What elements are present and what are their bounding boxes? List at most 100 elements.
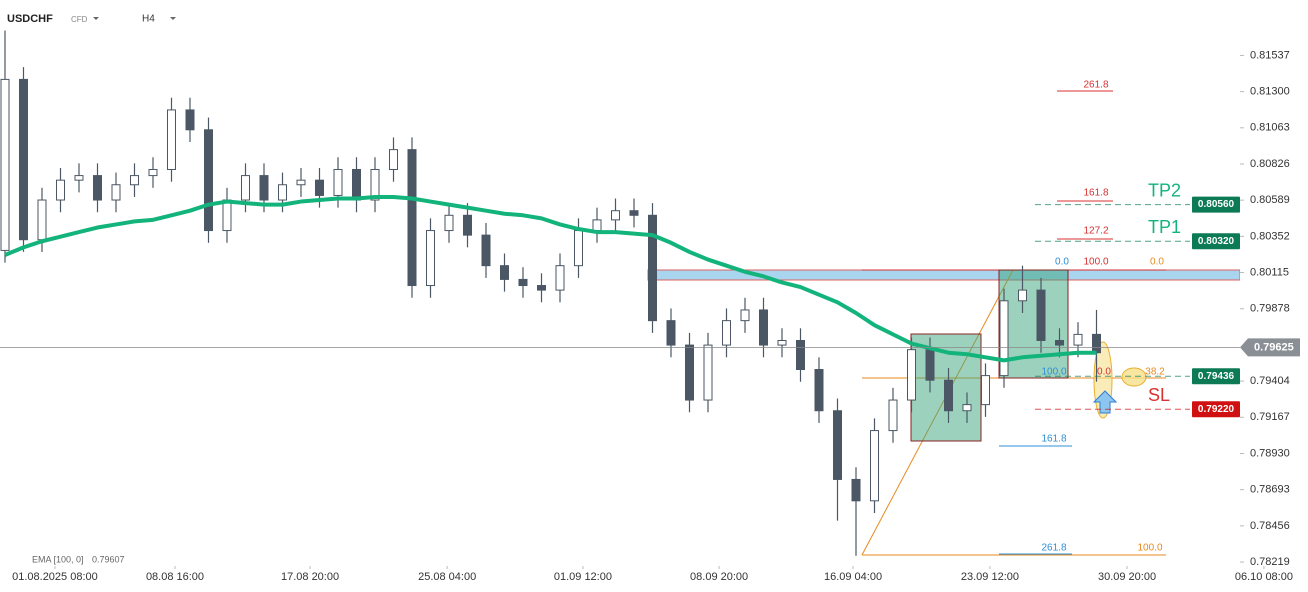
y-tick-label: 0.79404 [1250, 375, 1290, 387]
candle-body [869, 430, 879, 502]
candle-body [222, 199, 232, 232]
dropdown-icon[interactable] [93, 17, 99, 20]
candle-body [925, 349, 935, 381]
candle-body [610, 210, 620, 221]
fib-label: 161.8 [1083, 188, 1108, 199]
x-tick-label: 01.08.2025 08:00 [12, 571, 98, 583]
y-tick-label: 0.80589 [1250, 194, 1290, 206]
y-tick-label: 0.81063 [1250, 122, 1290, 134]
x-tick-label: 16.09 04:00 [824, 571, 882, 583]
candle-body [129, 175, 139, 186]
candle-body [0, 78, 10, 251]
indicator-name: EMA [100, 0] [32, 554, 84, 564]
y-tick-label: 0.78930 [1250, 447, 1290, 459]
timeframe[interactable]: H4 [142, 14, 155, 25]
y-tick-label: 0.80826 [1250, 158, 1290, 170]
candle-body [499, 265, 509, 280]
candle-body [684, 344, 694, 401]
candle-body [758, 309, 768, 346]
x-tick-label: 08.08 16:00 [146, 571, 204, 583]
fib-label: 161.8 [1041, 434, 1066, 445]
x-tick-label: 17.08 20:00 [281, 571, 339, 583]
y-tick-label: 0.81537 [1250, 49, 1290, 61]
candle-body [1091, 333, 1101, 354]
price-axis [1240, 0, 1308, 566]
candle-body [851, 478, 861, 502]
y-tick-label: 0.78219 [1250, 556, 1290, 568]
fib-label: 0.0 [1055, 257, 1069, 268]
buy-arrow [1092, 390, 1118, 414]
candle-body [148, 168, 158, 177]
fib-label: 261.8 [1083, 80, 1108, 91]
candle-body [1036, 289, 1046, 341]
level-tag [1192, 196, 1240, 213]
x-tick-label: 25.08 04:00 [418, 571, 476, 583]
candle-body [240, 175, 250, 201]
level-name: TP2 [1148, 180, 1181, 200]
y-tick-label: 0.78456 [1250, 520, 1290, 532]
candle-body [555, 265, 565, 291]
y-tick-label: 0.78693 [1250, 484, 1290, 496]
candle-body [1054, 339, 1064, 346]
fib-label: 100.0 [1083, 257, 1108, 268]
candle-body [444, 214, 454, 232]
y-tick-label: 0.79878 [1250, 303, 1290, 315]
candle-body [185, 109, 195, 131]
level-tag [1192, 401, 1240, 418]
fib-label: 38.2 [1145, 367, 1165, 378]
level-label: 0.80560 [1198, 199, 1235, 210]
fib-label: 0.0 [1150, 257, 1164, 268]
candle-body [943, 379, 953, 412]
x-tick-label: 23.09 12:00 [961, 571, 1019, 583]
candle-body [666, 320, 676, 346]
level-name: TP1 [1148, 217, 1181, 237]
candle-body [906, 349, 916, 401]
x-tick-label: 30.09 20:00 [1098, 571, 1156, 583]
symbol[interactable]: USDCHF [7, 13, 53, 25]
candle-body [166, 109, 176, 170]
symbol-type: CFD [71, 15, 88, 24]
x-tick-label: 06.10 08:00 [1235, 571, 1293, 583]
candle-body [814, 369, 824, 412]
fib-label: 127.2 [1083, 226, 1108, 237]
candle-body [259, 175, 269, 201]
candle-body [18, 78, 28, 241]
candle-body [832, 410, 842, 480]
dropdown-icon[interactable] [170, 17, 176, 20]
candle-body [999, 300, 1009, 377]
level-label: 0.79436 [1198, 371, 1235, 382]
level-label: 0.79220 [1198, 404, 1235, 415]
candle-body [795, 339, 805, 371]
y-tick-label: 0.80352 [1250, 230, 1290, 242]
candle-body [980, 375, 990, 406]
y-tick-label: 0.79167 [1250, 411, 1290, 423]
candle-body [721, 320, 731, 346]
highlight [1121, 367, 1147, 387]
candle-body [740, 309, 750, 322]
x-tick-label: 08.09 20:00 [690, 571, 748, 583]
level-tag [1192, 233, 1240, 250]
candle-body [481, 234, 491, 267]
candle-body [703, 344, 713, 401]
candle-body [407, 149, 417, 287]
candle-body [55, 179, 65, 201]
candle-body [37, 199, 47, 241]
candle-body [592, 219, 602, 232]
candle-body [888, 399, 898, 432]
candle-body [296, 179, 306, 186]
candle-body [277, 184, 287, 201]
fib-label: 100.0 [1041, 367, 1066, 378]
candle-body [370, 168, 380, 201]
candle-body [314, 179, 324, 196]
level-label: 0.80320 [1198, 236, 1235, 247]
level-tag [1192, 368, 1240, 385]
candle-body [536, 285, 546, 291]
candle-body [351, 168, 361, 201]
candle-body [1017, 289, 1027, 302]
y-tick-label: 0.80115 [1250, 266, 1289, 278]
ema-line [4, 194, 1097, 363]
candle-body [462, 214, 472, 236]
fib-label: 0.0 [1097, 367, 1111, 378]
fib-label: 261.8 [1041, 543, 1066, 554]
fib-label: 100.0 [1137, 543, 1162, 554]
